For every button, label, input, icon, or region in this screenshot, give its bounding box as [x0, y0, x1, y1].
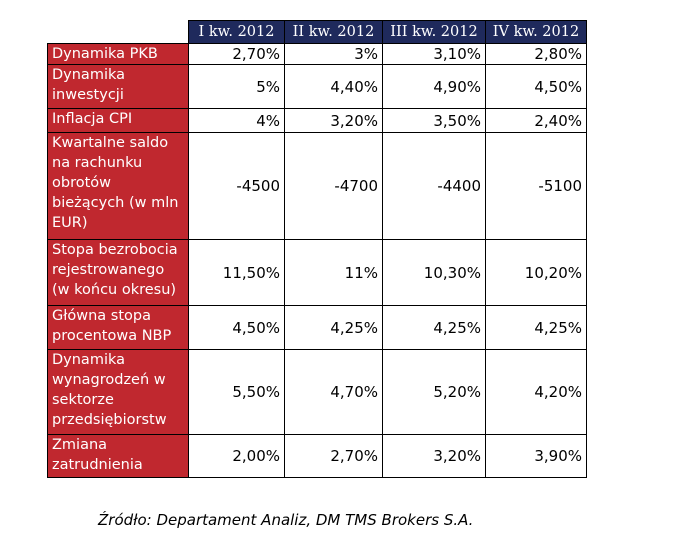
column-header: III kw. 2012 — [382, 20, 486, 44]
table-cell: 4,90% — [382, 64, 486, 109]
table-cell: -4400 — [382, 132, 486, 240]
table-cell: 4,25% — [382, 305, 486, 350]
table-cell: 2,70% — [188, 43, 285, 65]
row-label: Główna stopa procentowa NBP — [47, 305, 189, 350]
table-cell: 10,30% — [382, 239, 486, 306]
table-cell: 2,70% — [284, 434, 383, 478]
table-row: Dynamika PKB 2,70% 3% 3,10% 2,80% — [47, 43, 587, 65]
row-label: Inflacja CPI — [47, 108, 189, 133]
table-row: Główna stopa procentowa NBP 4,50% 4,25% … — [47, 305, 587, 350]
table-row: Zmiana zatrudnienia 2,00% 2,70% 3,20% 3,… — [47, 434, 587, 478]
table-cell: -4500 — [188, 132, 285, 240]
table-cell: 3% — [284, 43, 383, 65]
table-row: Dynamika wynagrodzeń w sektorze przedsię… — [47, 349, 587, 435]
row-label: Stopa bezrobocia rejestrowanego (w końcu… — [47, 239, 189, 306]
row-label: Zmiana zatrudnienia — [47, 434, 189, 478]
table-cell: -5100 — [485, 132, 587, 240]
table-row: Inflacja CPI 4% 3,20% 3,50% 2,40% — [47, 108, 587, 133]
table-cell: 4,50% — [188, 305, 285, 350]
table-cell: 5,50% — [188, 349, 285, 435]
row-label: Kwartalne saldo na rachunku obrotów bież… — [47, 132, 189, 240]
table-cell: 4,40% — [284, 64, 383, 109]
table-cell: 4% — [188, 108, 285, 133]
table-cell: 4,20% — [485, 349, 587, 435]
table-cell: 10,20% — [485, 239, 587, 306]
table-cell: 11% — [284, 239, 383, 306]
corner-cell — [47, 20, 189, 44]
source-caption: Źródło: Departament Analiz, DM TMS Broke… — [98, 511, 474, 529]
header-row: I kw. 2012 II kw. 2012 III kw. 2012 IV k… — [47, 20, 587, 44]
table-cell: 3,20% — [284, 108, 383, 133]
table-row: Stopa bezrobocia rejestrowanego (w końcu… — [47, 239, 587, 306]
table-cell: 3,50% — [382, 108, 486, 133]
table-row: Kwartalne saldo na rachunku obrotów bież… — [47, 132, 587, 240]
table-cell: 2,80% — [485, 43, 587, 65]
table-row: Dynamika inwestycji 5% 4,40% 4,90% 4,50% — [47, 64, 587, 109]
data-table: I kw. 2012 II kw. 2012 III kw. 2012 IV k… — [47, 20, 587, 478]
column-header: II kw. 2012 — [284, 20, 383, 44]
table-cell: 3,90% — [485, 434, 587, 478]
row-label: Dynamika inwestycji — [47, 64, 189, 109]
table-cell: -4700 — [284, 132, 383, 240]
table-cell: 4,50% — [485, 64, 587, 109]
column-header: I kw. 2012 — [188, 20, 285, 44]
table-cell: 4,25% — [284, 305, 383, 350]
table-cell: 3,10% — [382, 43, 486, 65]
table-cell: 5% — [188, 64, 285, 109]
table-cell: 3,20% — [382, 434, 486, 478]
table-cell: 2,00% — [188, 434, 285, 478]
row-label: Dynamika wynagrodzeń w sektorze przedsię… — [47, 349, 189, 435]
table-cell: 5,20% — [382, 349, 486, 435]
table-cell: 4,25% — [485, 305, 587, 350]
table-cell: 11,50% — [188, 239, 285, 306]
column-header: IV kw. 2012 — [485, 20, 587, 44]
row-label: Dynamika PKB — [47, 43, 189, 65]
table-cell: 2,40% — [485, 108, 587, 133]
table-cell: 4,70% — [284, 349, 383, 435]
